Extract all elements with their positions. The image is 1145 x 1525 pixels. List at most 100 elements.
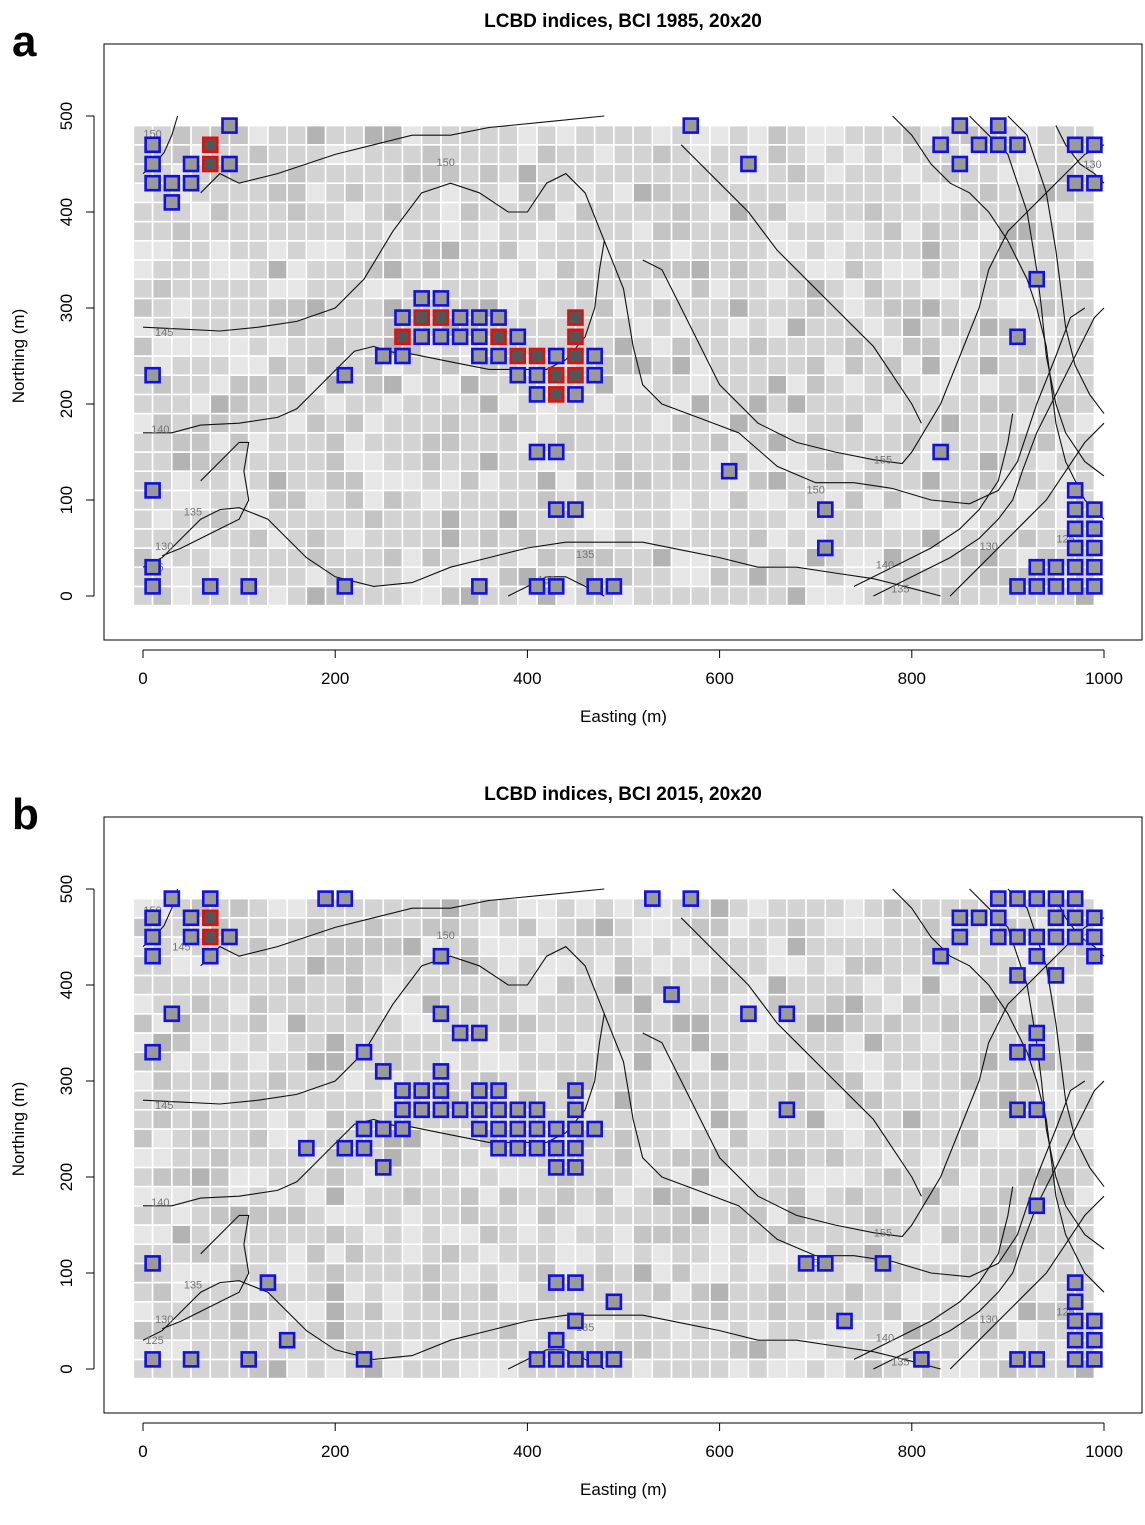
grid-cell	[728, 201, 750, 223]
grid-cell	[959, 220, 980, 242]
significant-cell	[509, 1139, 527, 1157]
contour-label: 130	[155, 541, 173, 553]
grid-cell	[132, 259, 154, 281]
grid-cell	[939, 1224, 961, 1246]
grid-cell	[228, 374, 250, 396]
grid-cell	[709, 278, 731, 300]
grid-cell	[420, 489, 442, 511]
grid-cell	[516, 917, 538, 938]
grid-cell	[209, 1166, 231, 1188]
grid-cell	[709, 259, 731, 281]
grid-cell	[824, 1166, 846, 1188]
grid-cell	[786, 1224, 807, 1246]
significant-cell	[547, 1274, 565, 1291]
grid-cell	[286, 585, 308, 607]
grid-cell	[651, 201, 673, 223]
grid-cell	[1055, 220, 1076, 242]
grid-cell	[651, 1204, 673, 1226]
grid-cell	[709, 1051, 731, 1073]
significant-cell	[394, 1120, 411, 1138]
grid-cell	[805, 297, 827, 319]
grid-cell	[613, 1013, 634, 1034]
grid-cell	[747, 374, 769, 396]
significant-cell	[1028, 270, 1046, 288]
grid-cell	[401, 144, 423, 165]
grid-cell	[267, 470, 288, 492]
contour-line	[873, 1080, 1105, 1370]
grid-cell	[420, 393, 442, 415]
grid-cell	[209, 297, 231, 319]
grid-cell	[420, 508, 442, 530]
grid-cell	[132, 1128, 154, 1150]
grid-cell	[305, 412, 327, 434]
grid-cell	[286, 1051, 308, 1073]
grid-cell	[324, 220, 346, 242]
grid-cell	[632, 547, 654, 569]
grid-cell	[171, 955, 192, 977]
grid-cell	[632, 431, 654, 453]
grid-cell	[689, 974, 711, 996]
grid-cell	[862, 278, 884, 300]
contour-line	[892, 115, 1105, 520]
grid-cell	[959, 259, 980, 281]
grid-cell	[574, 470, 596, 492]
grid-cell	[516, 955, 538, 977]
grid-cell	[459, 1339, 481, 1361]
grid-cell	[497, 508, 519, 530]
grid-cell	[459, 897, 481, 919]
grid-cell	[728, 259, 750, 281]
grid-cell	[420, 431, 442, 453]
grid-cell	[709, 1243, 731, 1265]
significant-cell	[528, 1139, 546, 1157]
grid-cell	[689, 1051, 711, 1073]
grid-cell	[574, 1032, 596, 1054]
grid-cell	[824, 955, 846, 977]
grid-cell	[190, 1051, 212, 1073]
grid-cell	[939, 1185, 961, 1207]
grid-cell	[363, 955, 385, 977]
grid-cell	[882, 240, 903, 261]
significant-cell	[182, 174, 200, 192]
grid-cell	[536, 220, 558, 242]
grid-cell	[344, 316, 365, 338]
grid-cell	[939, 1032, 961, 1054]
grid-cell	[401, 936, 423, 958]
grid-cell	[728, 278, 750, 300]
grid-cell	[132, 508, 154, 530]
grid-cell	[689, 508, 711, 530]
grid-cell	[267, 240, 288, 261]
grid-cell	[805, 1147, 827, 1169]
grid-cell	[516, 1185, 538, 1207]
grid-cell	[1074, 201, 1096, 223]
grid-cell	[882, 1051, 903, 1073]
grid-cell	[171, 278, 192, 300]
grid-cell	[267, 1108, 288, 1130]
highly-significant-cell	[490, 328, 507, 346]
grid-cell	[247, 220, 269, 242]
significant-cell	[413, 1082, 430, 1099]
grid-cell	[843, 1108, 865, 1130]
grid-cell	[228, 316, 250, 338]
grid-cell	[786, 393, 807, 415]
grid-cell	[689, 278, 711, 300]
grid-cell	[151, 1224, 173, 1246]
grid-cell	[613, 201, 634, 223]
grid-cell	[786, 278, 807, 300]
grid-cell	[382, 144, 404, 165]
grid-cell	[978, 1224, 1000, 1246]
grid-cell	[632, 955, 654, 977]
grid-cell	[786, 412, 807, 434]
grid-cell	[1016, 1243, 1038, 1265]
grid-cell	[305, 1300, 327, 1322]
grid-cell	[247, 182, 269, 204]
grid-cell	[363, 470, 385, 492]
grid-cell	[420, 374, 442, 396]
grid-cell	[459, 489, 481, 511]
contour-label: 135	[184, 1280, 202, 1292]
grid-cell	[1074, 220, 1096, 242]
grid-cell	[728, 124, 750, 146]
grid-cell	[901, 1051, 923, 1073]
grid-cell	[267, 489, 288, 511]
grid-cell	[689, 1281, 711, 1303]
grid-cell	[613, 1166, 634, 1188]
